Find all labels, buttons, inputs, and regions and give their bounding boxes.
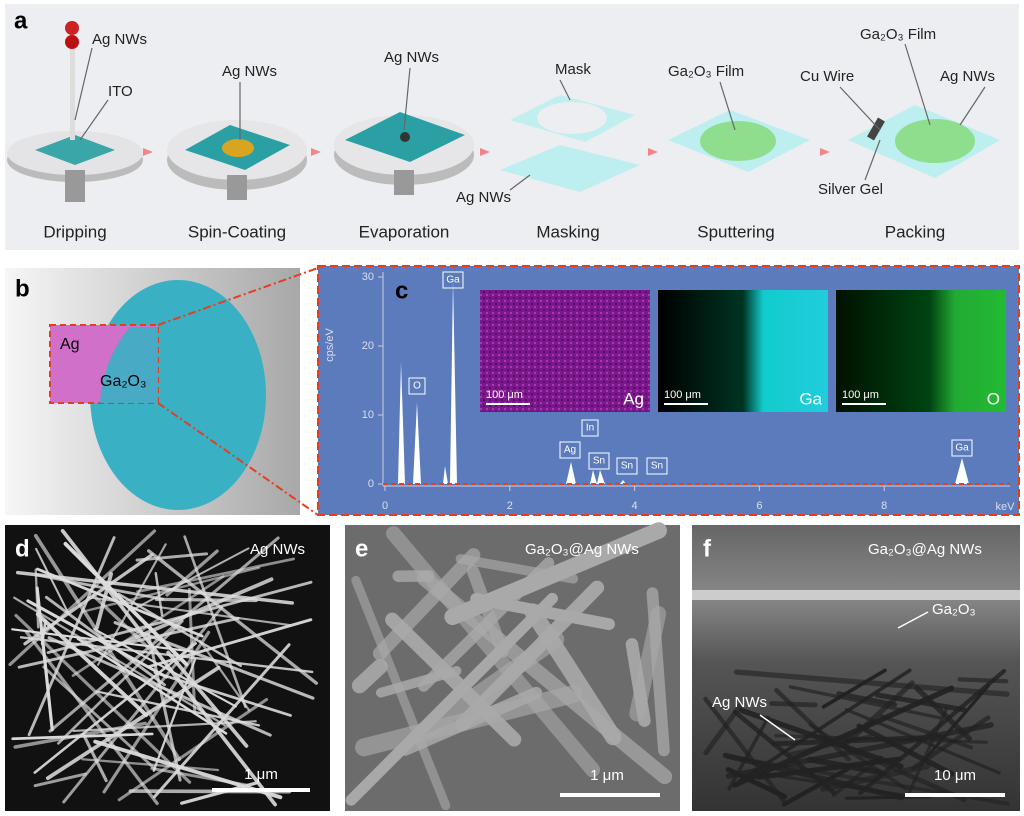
annotation: Ag NWs (384, 49, 439, 66)
scale-label: 100 μm (664, 389, 701, 401)
element-label: O (987, 389, 1000, 408)
annotation: Ag NWs (222, 63, 277, 80)
region-label: Ag (60, 336, 80, 353)
film-edge (692, 590, 1020, 600)
peak-label: In (586, 423, 594, 434)
scale-label: 100 μm (486, 389, 523, 401)
step-label: Masking (536, 222, 599, 241)
panel-label: d (15, 535, 30, 562)
annotation: Ga₂O₃ Film (860, 26, 936, 43)
panel-title: Ga₂O₃@Ag NWs (868, 541, 982, 558)
x-tick-label: 4 (632, 500, 638, 512)
y-tick-label: 30 (362, 271, 374, 283)
y-axis-label: cps/eV (324, 328, 336, 362)
x-unit: keV (996, 501, 1016, 513)
x-tick-label: 2 (507, 500, 513, 512)
scale-label: 100 μm (842, 389, 879, 401)
layer-label: Ga₂O₃ (932, 601, 976, 618)
scale-label: 1 μm (590, 767, 624, 784)
annotation: Silver Gel (818, 181, 883, 198)
y-tick-label: 10 (362, 409, 374, 421)
region-label: Ga₂O₃ (100, 373, 147, 390)
step-label: Evaporation (359, 222, 450, 241)
step-label: Packing (885, 222, 945, 241)
x-tick-label: 6 (756, 500, 762, 512)
element-label: Ga (799, 389, 822, 408)
peak-label: Ag (564, 445, 576, 456)
scale-label: 1 μm (244, 766, 278, 783)
step-label: Sputtering (697, 222, 775, 241)
panel-label: e (355, 535, 368, 562)
annotation: Ag NWs (940, 68, 995, 85)
panel-label: a (14, 7, 28, 34)
peak-label: Ga (446, 275, 460, 286)
annotation: Ag NWs (456, 189, 511, 206)
wire (156, 599, 256, 600)
panel-title: Ga₂O₃@Ag NWs (525, 541, 639, 558)
panel-title: Ag NWs (250, 541, 305, 558)
panel-label: b (15, 275, 30, 302)
peak-label: O (413, 381, 421, 392)
panel-label: f (703, 535, 712, 562)
peak-label: Sn (621, 461, 633, 472)
annotation: Ag NWs (92, 31, 147, 48)
y-tick-label: 20 (362, 340, 374, 352)
step-label: Dripping (43, 222, 106, 241)
peak-label: Sn (651, 461, 663, 472)
scale-label: 10 μm (934, 767, 976, 784)
layer-label: Ag NWs (712, 694, 767, 711)
peak-label: Sn (593, 456, 605, 467)
annotation: Ga₂O₃ Film (668, 63, 744, 80)
wire (960, 679, 1007, 681)
peak-label: Ga (955, 443, 969, 454)
annotation: Mask (555, 61, 591, 78)
y-tick-label: 0 (368, 478, 374, 490)
x-tick-label: 8 (881, 500, 887, 512)
step-label: Spin-Coating (188, 222, 286, 241)
annotation: ITO (108, 83, 133, 100)
panel-label: c (395, 277, 408, 304)
x-tick-label: 0 (382, 500, 388, 512)
element-label: Ag (623, 389, 644, 408)
annotation: Cu Wire (800, 68, 854, 85)
